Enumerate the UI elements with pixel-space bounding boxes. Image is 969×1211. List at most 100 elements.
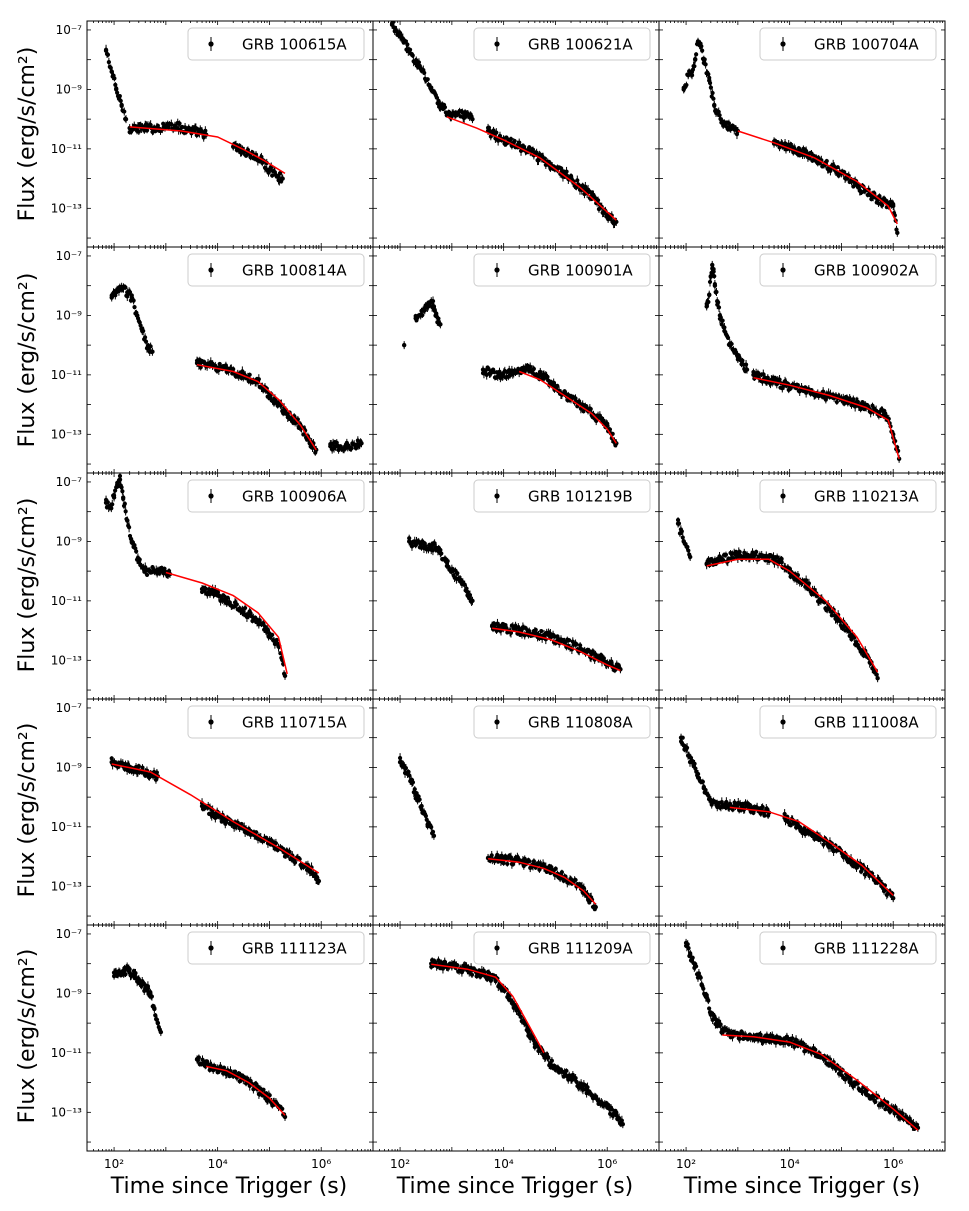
data-point bbox=[795, 382, 800, 388]
data-point bbox=[143, 568, 148, 574]
data-point bbox=[455, 571, 460, 576]
data-point bbox=[706, 299, 711, 305]
data-point bbox=[834, 399, 839, 405]
data-point bbox=[854, 182, 860, 188]
data-point bbox=[349, 446, 354, 451]
data-point bbox=[712, 102, 717, 108]
data-point bbox=[108, 504, 113, 509]
data-point bbox=[449, 568, 455, 574]
data-point bbox=[401, 342, 407, 348]
data-point bbox=[267, 167, 272, 172]
data-point bbox=[494, 130, 499, 135]
data-point bbox=[418, 313, 423, 318]
data-point bbox=[105, 52, 111, 57]
data-point bbox=[531, 366, 536, 371]
data-point bbox=[434, 313, 439, 318]
data-point bbox=[136, 129, 141, 134]
data-point bbox=[122, 109, 127, 114]
data-point bbox=[158, 568, 164, 574]
data-point bbox=[489, 624, 495, 629]
data-points-panel-5 bbox=[401, 296, 619, 448]
data-point bbox=[114, 290, 119, 295]
data-point bbox=[255, 619, 261, 624]
data-point bbox=[689, 73, 695, 78]
data-point bbox=[510, 370, 515, 375]
legend-panel-2: GRB 100621A bbox=[473, 27, 651, 61]
fit-line bbox=[165, 571, 288, 675]
data-point bbox=[526, 367, 531, 372]
data-point bbox=[109, 69, 114, 74]
legend-marker bbox=[208, 41, 214, 47]
legend-panel-4: GRB 100814A bbox=[187, 253, 365, 287]
data-point bbox=[276, 174, 281, 179]
data-point bbox=[111, 495, 117, 500]
legend-panel-5: GRB 100901A bbox=[473, 253, 651, 287]
y-tick-label: 10⁻¹³ bbox=[51, 427, 82, 441]
legend-marker bbox=[780, 41, 786, 47]
data-point bbox=[751, 372, 756, 378]
data-point bbox=[743, 362, 749, 367]
data-point bbox=[687, 554, 693, 560]
data-point bbox=[512, 138, 517, 144]
data-point bbox=[359, 441, 364, 446]
y-tick-label: 10⁻⁹ bbox=[56, 534, 83, 548]
legend-box bbox=[473, 479, 651, 513]
data-point bbox=[127, 525, 132, 530]
data-point bbox=[703, 62, 708, 67]
data-point bbox=[410, 53, 415, 58]
data-point bbox=[123, 285, 128, 290]
data-point bbox=[895, 230, 900, 236]
legend-label: GRB 100906A bbox=[242, 488, 347, 506]
data-point bbox=[406, 48, 412, 53]
data-point bbox=[706, 72, 711, 77]
data-point bbox=[711, 96, 716, 101]
data-point bbox=[707, 78, 712, 83]
data-point bbox=[134, 549, 139, 554]
y-tick-label: 10⁻¹¹ bbox=[51, 594, 82, 608]
legend-label: GRB 101219B bbox=[528, 488, 633, 506]
data-point bbox=[575, 178, 580, 183]
data-point bbox=[115, 482, 120, 488]
data-point bbox=[123, 116, 129, 122]
data-point bbox=[891, 203, 896, 209]
data-point bbox=[240, 607, 245, 613]
data-point bbox=[880, 203, 885, 208]
y-tick-label: 10⁻⁹ bbox=[56, 308, 83, 322]
data-point bbox=[605, 423, 610, 428]
data-point bbox=[711, 269, 716, 274]
data-point bbox=[261, 621, 266, 626]
data-point bbox=[517, 140, 522, 145]
data-point bbox=[601, 656, 606, 661]
data-point bbox=[405, 42, 410, 47]
data-point bbox=[462, 113, 468, 118]
panel-1: 10⁻⁷ 10⁻⁹ 10⁻¹¹ 10⁻¹³ GRB 100615A bbox=[51, 20, 374, 248]
data-point bbox=[692, 64, 697, 69]
data-point bbox=[135, 313, 140, 318]
data-point bbox=[541, 375, 547, 380]
data-point bbox=[418, 66, 423, 71]
data-point bbox=[735, 354, 741, 360]
legend-marker bbox=[494, 41, 500, 47]
data-point bbox=[416, 60, 422, 65]
data-point bbox=[595, 198, 601, 203]
data-point bbox=[717, 313, 723, 318]
panel-8: GRB 101219B bbox=[372, 472, 660, 700]
data-point bbox=[444, 559, 450, 565]
data-point bbox=[210, 589, 215, 595]
data-point bbox=[704, 304, 709, 309]
data-point bbox=[132, 304, 137, 310]
data-point bbox=[143, 339, 149, 344]
data-point bbox=[587, 649, 592, 654]
data-point bbox=[686, 548, 691, 553]
legend-marker bbox=[494, 267, 500, 273]
data-point bbox=[136, 559, 141, 565]
data-points-panel-7 bbox=[103, 473, 288, 680]
legend-label: GRB 100621A bbox=[528, 36, 633, 54]
data-point bbox=[684, 82, 689, 88]
legend-label: GRB 100704A bbox=[814, 36, 919, 54]
data-point bbox=[518, 148, 524, 154]
data-point bbox=[698, 43, 703, 48]
data-point bbox=[106, 60, 111, 65]
data-point bbox=[125, 290, 130, 295]
